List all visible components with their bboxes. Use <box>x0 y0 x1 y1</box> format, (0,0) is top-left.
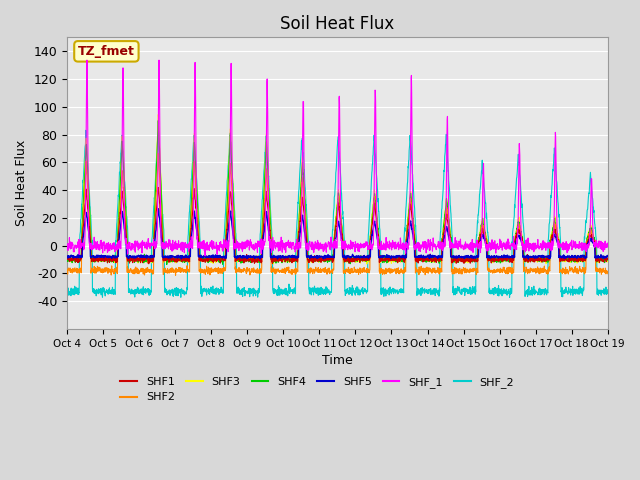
SHF1 <box>214 255 222 261</box>
SHF1 <box>353 258 361 264</box>
SHF_2 <box>82 127 90 133</box>
SHF_2 <box>365 225 372 230</box>
SHF2 <box>604 271 612 276</box>
SHF1 <box>154 185 162 191</box>
SHF1 <box>495 257 502 263</box>
SHF3 <box>365 256 373 262</box>
SHF_2 <box>63 289 71 295</box>
SHF4 <box>572 257 579 263</box>
SHF5 <box>604 252 612 258</box>
SHF4 <box>154 118 162 123</box>
SHF5 <box>365 252 373 258</box>
SHF1 <box>365 257 373 263</box>
SHF3 <box>604 258 612 264</box>
SHF4 <box>353 258 361 264</box>
SHF3 <box>353 257 361 263</box>
SHF_1 <box>365 246 373 252</box>
SHF3 <box>214 256 222 262</box>
SHF2 <box>63 267 71 273</box>
SHF_1 <box>214 245 222 251</box>
SHF_1 <box>83 57 91 63</box>
SHF_1 <box>63 241 71 247</box>
Line: SHF2: SHF2 <box>67 154 608 276</box>
SHF1 <box>557 256 564 262</box>
Text: TZ_fmet: TZ_fmet <box>78 45 135 58</box>
SHF2 <box>172 273 179 278</box>
SHF_2 <box>353 287 361 293</box>
SHF3 <box>557 255 564 261</box>
SHF5 <box>214 253 222 259</box>
Y-axis label: Soil Heat Flux: Soil Heat Flux <box>15 140 28 226</box>
SHF4 <box>365 255 373 261</box>
SHF5 <box>63 254 71 260</box>
X-axis label: Time: Time <box>322 354 353 367</box>
SHF1 <box>572 257 579 263</box>
SHF_1 <box>604 240 612 246</box>
Title: Soil Heat Flux: Soil Heat Flux <box>280 15 394 33</box>
SHF4 <box>214 258 222 264</box>
SHF_2 <box>214 288 222 293</box>
SHF4 <box>63 257 71 263</box>
Line: SHF3: SHF3 <box>67 115 608 264</box>
SHF2 <box>353 269 361 275</box>
SHF4 <box>495 255 502 261</box>
SHF_2 <box>557 236 564 241</box>
Line: SHF1: SHF1 <box>67 188 608 264</box>
SHF_1 <box>201 253 209 259</box>
SHF4 <box>604 257 612 263</box>
SHF2 <box>557 267 564 273</box>
Line: SHF_1: SHF_1 <box>67 60 608 256</box>
SHF5 <box>572 253 579 259</box>
SHF_2 <box>506 295 513 300</box>
SHF3 <box>63 253 71 259</box>
SHF5 <box>557 253 564 259</box>
SHF3 <box>495 258 502 264</box>
SHF_2 <box>495 283 502 288</box>
SHF1 <box>604 255 612 261</box>
SHF_1 <box>353 244 361 250</box>
SHF3 <box>154 112 162 118</box>
SHF_2 <box>604 287 612 292</box>
Line: SHF4: SHF4 <box>67 120 608 264</box>
SHF2 <box>365 268 373 274</box>
SHF5 <box>154 206 162 212</box>
SHF5 <box>274 256 282 262</box>
SHF5 <box>353 253 361 259</box>
SHF_1 <box>557 243 564 249</box>
SHF4 <box>163 262 171 267</box>
SHF1 <box>145 261 152 267</box>
SHF1 <box>63 256 71 262</box>
SHF_2 <box>572 287 579 292</box>
Line: SHF_2: SHF_2 <box>67 130 608 298</box>
SHF2 <box>572 264 579 269</box>
SHF2 <box>214 264 222 270</box>
SHF5 <box>495 253 502 259</box>
SHF3 <box>363 261 371 267</box>
Legend: SHF1, SHF2, SHF3, SHF4, SHF5, SHF_1, SHF_2: SHF1, SHF2, SHF3, SHF4, SHF5, SHF_1, SHF… <box>116 372 518 407</box>
SHF3 <box>572 257 579 263</box>
SHF_1 <box>572 245 579 251</box>
Line: SHF5: SHF5 <box>67 209 608 259</box>
SHF2 <box>495 268 502 274</box>
SHF_1 <box>495 245 502 251</box>
SHF4 <box>557 257 564 263</box>
SHF2 <box>154 151 162 156</box>
